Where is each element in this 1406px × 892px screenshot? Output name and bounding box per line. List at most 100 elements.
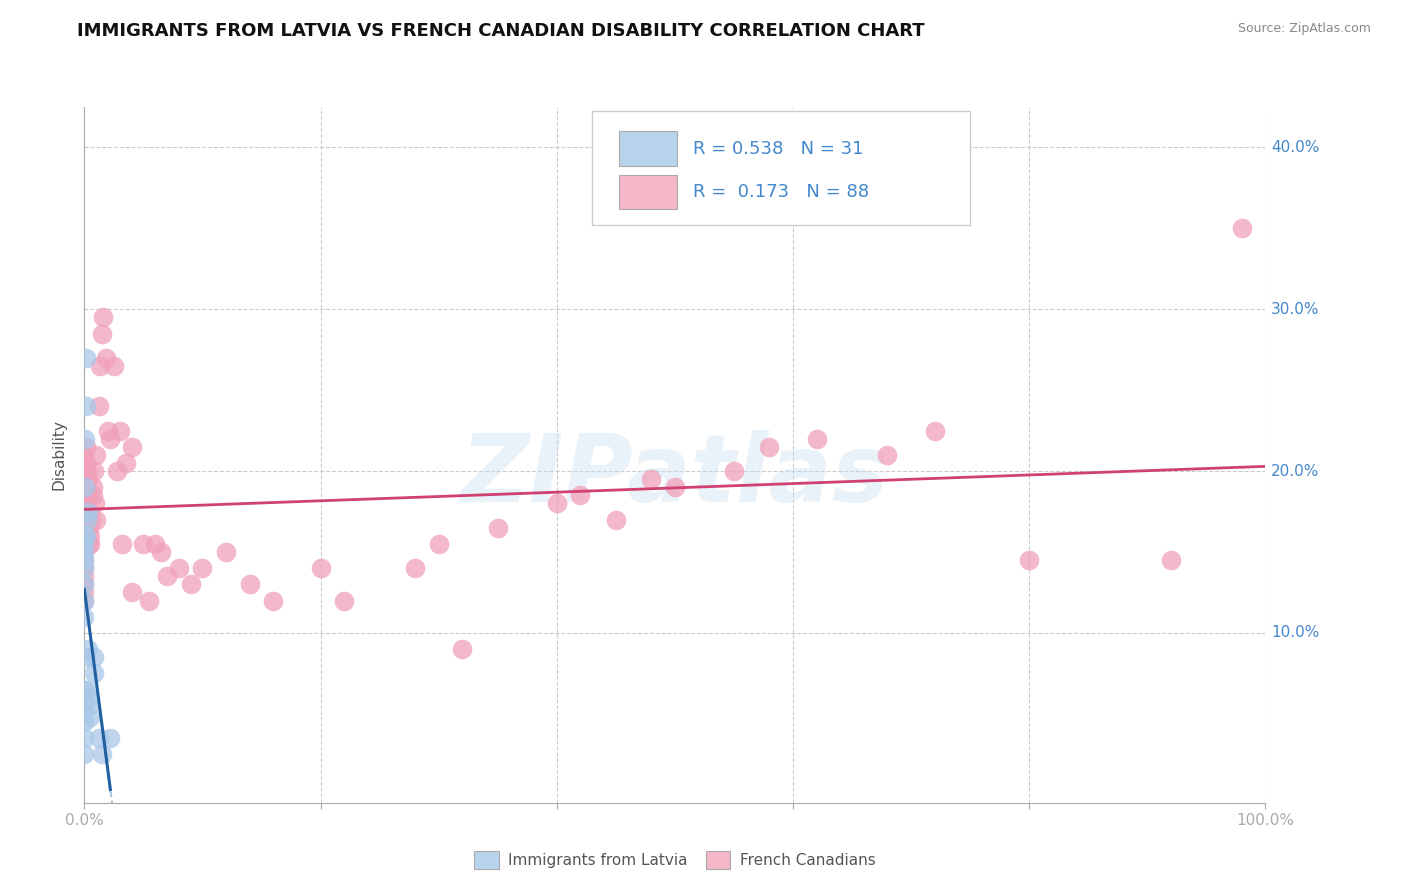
Point <box>132 537 155 551</box>
Point <box>107 464 129 478</box>
Point <box>73 593 96 607</box>
Point <box>191 561 214 575</box>
Point <box>924 424 946 438</box>
Point <box>73 553 96 567</box>
Point <box>75 650 97 665</box>
Point <box>451 642 474 657</box>
Point <box>73 432 96 446</box>
Point <box>73 529 96 543</box>
Text: R = 0.538   N = 31: R = 0.538 N = 31 <box>693 140 863 158</box>
Point <box>84 513 107 527</box>
Text: ZIPatlas: ZIPatlas <box>461 430 889 522</box>
Point <box>150 545 173 559</box>
Point <box>569 488 592 502</box>
Point <box>758 440 780 454</box>
Point <box>1160 553 1182 567</box>
Point <box>89 359 111 373</box>
Point <box>79 710 101 724</box>
Point <box>84 448 107 462</box>
Point <box>309 561 332 575</box>
Point <box>73 553 96 567</box>
Point <box>73 545 96 559</box>
Point <box>143 537 166 551</box>
Point <box>76 504 98 518</box>
Point <box>76 513 98 527</box>
Point <box>73 714 96 729</box>
Point <box>73 472 96 486</box>
Point <box>77 488 100 502</box>
Point <box>121 585 143 599</box>
Text: 10.0%: 10.0% <box>1271 625 1320 640</box>
Point <box>77 521 100 535</box>
Point <box>73 529 96 543</box>
Point <box>121 440 143 454</box>
Point <box>546 496 568 510</box>
Point <box>73 747 96 762</box>
Point <box>486 521 509 535</box>
Point <box>83 464 105 478</box>
FancyBboxPatch shape <box>620 131 678 166</box>
Point <box>75 464 97 478</box>
Point <box>73 480 96 494</box>
Point <box>87 731 110 745</box>
Point <box>73 480 96 494</box>
Point <box>333 593 356 607</box>
Point <box>215 545 238 559</box>
Point <box>108 424 131 438</box>
Point <box>75 400 97 414</box>
Point <box>91 310 114 325</box>
Point <box>76 682 98 697</box>
Point <box>94 351 117 365</box>
Point <box>73 731 96 745</box>
Point <box>77 537 100 551</box>
Point <box>239 577 262 591</box>
Point <box>138 593 160 607</box>
Point <box>87 400 110 414</box>
Point <box>79 504 101 518</box>
Text: 20.0%: 20.0% <box>1271 464 1320 479</box>
Point <box>1018 553 1040 567</box>
Point <box>262 593 284 607</box>
Point <box>82 480 104 494</box>
Point <box>76 513 98 527</box>
Text: R =  0.173   N = 88: R = 0.173 N = 88 <box>693 183 869 201</box>
Point <box>73 593 96 607</box>
Point <box>77 504 100 518</box>
Point <box>76 529 98 543</box>
Text: 40.0%: 40.0% <box>1271 140 1320 155</box>
Point <box>77 504 100 518</box>
Point <box>75 496 97 510</box>
Point <box>82 488 104 502</box>
Point <box>77 521 100 535</box>
Point <box>75 529 97 543</box>
Point <box>404 561 426 575</box>
Point <box>806 432 828 446</box>
Point <box>156 569 179 583</box>
Point <box>75 456 97 470</box>
Point <box>180 577 202 591</box>
Point <box>427 537 450 551</box>
Point <box>73 521 96 535</box>
Point <box>76 472 98 486</box>
Point <box>73 577 96 591</box>
Point <box>77 472 100 486</box>
Point <box>73 585 96 599</box>
Point <box>73 569 96 583</box>
Point <box>723 464 745 478</box>
Point <box>75 440 97 454</box>
Point <box>77 690 100 705</box>
Point <box>1230 221 1253 235</box>
Point <box>91 747 114 762</box>
Point <box>876 448 898 462</box>
Y-axis label: Disability: Disability <box>51 419 66 491</box>
Point <box>80 513 103 527</box>
Point <box>73 561 96 575</box>
FancyBboxPatch shape <box>592 111 970 226</box>
Point <box>73 537 96 551</box>
Text: 30.0%: 30.0% <box>1271 301 1320 317</box>
Point <box>73 698 96 713</box>
FancyBboxPatch shape <box>620 175 678 210</box>
Point <box>83 666 105 681</box>
Point <box>98 731 121 745</box>
Point <box>77 642 100 657</box>
